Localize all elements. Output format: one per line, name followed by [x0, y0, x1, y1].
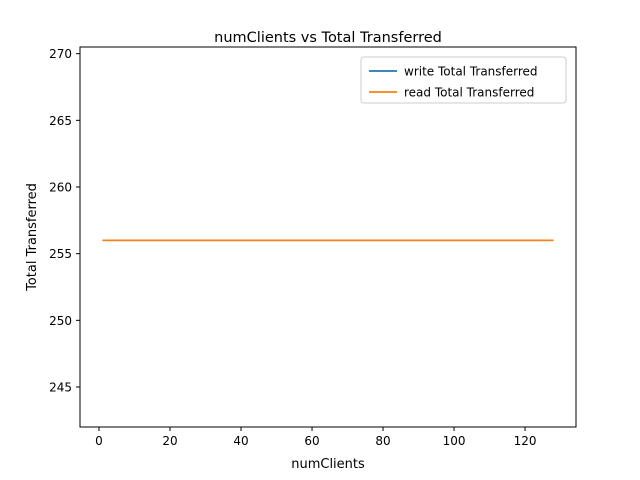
x-tick-label: 60	[304, 434, 319, 448]
chart-title: numClients vs Total Transferred	[214, 30, 442, 46]
legend-box	[360, 56, 567, 104]
x-tick-label: 100	[443, 434, 466, 448]
legend-label-0: write Total Transferred	[404, 65, 538, 79]
plot-frame	[79, 46, 577, 428]
y-axis-label: Total Transferred	[25, 183, 40, 292]
legend-label-1: read Total Transferred	[404, 86, 534, 100]
y-tick-label: 260	[49, 181, 72, 195]
x-tick-label: 40	[233, 434, 248, 448]
legend: write Total Transferred read Total Transf…	[360, 56, 567, 104]
y-tick-label: 250	[49, 314, 72, 328]
x-axis: 0 20 40 60 80 100 120	[95, 427, 537, 448]
x-tick-label: 80	[375, 434, 390, 448]
y-axis: 245 250 255 260 265 270	[49, 47, 80, 395]
y-tick-label: 265	[49, 114, 72, 128]
x-tick-label: 20	[162, 434, 177, 448]
x-tick-label: 120	[514, 434, 537, 448]
y-tick-label: 255	[49, 247, 72, 261]
x-tick-label: 0	[95, 434, 103, 448]
y-tick-label: 270	[49, 47, 72, 61]
x-axis-label: numClients	[291, 457, 365, 472]
y-tick-label: 245	[49, 381, 72, 395]
plot-area	[80, 47, 576, 427]
